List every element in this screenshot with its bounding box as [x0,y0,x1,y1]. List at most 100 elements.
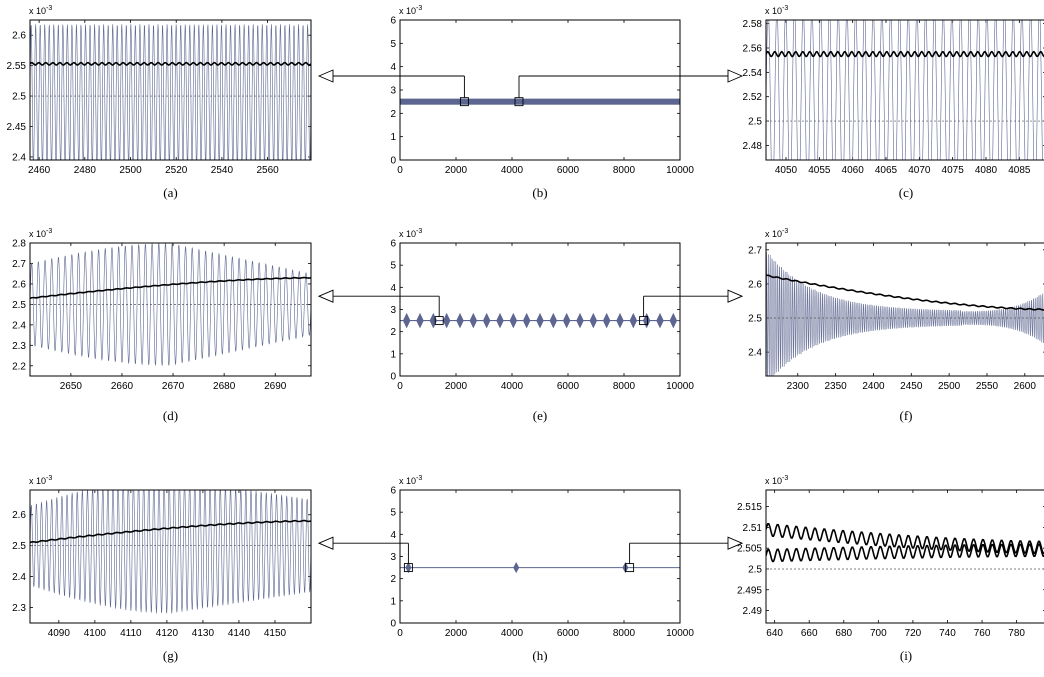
beat-marker [589,312,598,329]
beat-marker [576,312,584,329]
x-tick-label: 2550 [976,381,999,392]
y-exponent-label: x 10-3 [765,228,788,239]
x-tick-label: 6000 [557,381,580,392]
y-exponent-label: x 10-3 [29,228,52,239]
x-tick-label: 4110 [120,628,142,639]
chart-panel-c: x 10-3 4050 4055 4060 4065 4070 4075 4080 4085 2.… [743,5,1044,200]
beat-marker [549,312,558,329]
beat-marker [562,312,571,329]
beat-marker [429,312,438,329]
y-exponent-label: x 10-3 [29,475,52,486]
beat-marker [416,312,424,329]
x-tick-label: 2540 [211,165,234,176]
axes-frame [399,19,681,161]
x-tick-label: 680 [835,628,852,639]
zoom-connectors [317,69,744,107]
y-tick-label: 2.5 [12,92,26,103]
x-tick-label: 4080 [975,165,998,176]
y-exponent-label: x 10-3 [765,5,788,16]
arrow-head-right [727,289,744,303]
plot-area [766,522,1044,570]
y-tick-label: 2.2 [12,361,26,372]
beat-marker [402,312,411,329]
x-tick-label: 2600 [1014,381,1037,392]
y-tick-label: 5 [390,39,396,50]
mean-series [30,519,311,544]
y-tick-label: 2 [390,574,396,585]
y-tick-label: 3 [390,305,396,316]
y-tick-label: 2.4 [12,572,26,583]
arrow-head-right [727,69,744,83]
y-tick-label: 6 [390,16,396,27]
y-tick-label: 1 [390,132,396,143]
x-tick-label: 2680 [213,381,236,392]
x-tick-label: 4000 [501,381,524,392]
x-tick-label: 4120 [156,628,179,639]
y-tick-label: 2.4 [748,348,762,359]
x-tick-label: 4055 [808,165,831,176]
beat-marker [642,312,651,329]
y-tick-label: 2.49 [743,606,763,617]
zoom-connectors [317,289,744,326]
y-tick-label: 2.45 [7,122,27,133]
panel-caption: (h) [532,648,547,663]
y-tick-label: 2.6 [12,510,26,521]
y-tick-label: 2.495 [737,585,762,596]
beat-marker [496,312,504,329]
x-tick-label: 8000 [613,628,636,639]
y-tick-label: 2.48 [743,141,763,152]
arrow-head-left [317,536,334,550]
y-tick-label: 5 [390,508,396,519]
x-tick-label: 4100 [84,628,107,639]
beat-marker [442,312,451,329]
y-tick-label: 2.4 [12,320,26,331]
beat-marker [522,312,531,329]
arrow-head-right [727,536,744,550]
x-tick-label: 2500 [938,381,961,392]
y-tick-label: 2.6 [12,31,26,42]
y-tick-label: 2.5 [12,541,26,552]
x-tick-label: 2660 [111,381,134,392]
y-exponent-label: x 10-3 [29,5,52,16]
oscillation-series [766,20,1043,160]
y-tick-label: 2.3 [12,341,26,352]
y-tick-label: 3 [390,552,396,563]
x-tick-label: 4000 [501,628,524,639]
plot-area [30,243,311,366]
y-tick-label: 2.7 [12,259,26,270]
x-tick-label: 10000 [666,628,694,639]
x-tick-label: 0 [397,381,403,392]
axes-frame [765,19,1044,161]
y-tick-label: 4 [390,62,396,73]
y-tick-label: 2.52 [743,92,763,103]
mean-series [766,50,1044,58]
y-exponent-label: x 10-3 [399,228,422,239]
y-tick-label: 2 [390,327,396,338]
beat-marker [509,312,518,329]
x-tick-label: 2000 [445,628,468,639]
plot-area [766,252,1044,376]
panel-caption: (g) [163,648,178,663]
panel-caption: (f) [900,408,913,423]
x-tick-label: 780 [1008,628,1025,639]
chart-panel-f: x 10-3 2300 2350 2400 2450 2500 2550 2600 2.4 2.5… [748,228,1044,423]
panel-caption: (e) [533,408,547,423]
x-tick-label: 2000 [445,381,468,392]
y-tick-label: 2.515 [737,502,762,513]
axes-frame [29,489,312,624]
mean-series [30,61,311,66]
y-tick-label: 2.51 [743,523,763,534]
axes-frame [765,242,1044,377]
beat-marker [616,312,624,329]
panel-caption: (a) [163,185,177,200]
panel-caption: (d) [163,408,178,423]
beat-marker [405,562,412,574]
x-tick-label: 4060 [842,165,865,176]
mean-series [766,274,1044,311]
chart-panel-g: x 10-3 4090 4100 4110 4120 4130 4140 4150 2.3 2.4… [12,475,312,663]
beat-marker [656,312,664,329]
y-tick-label: 2.58 [743,19,763,30]
beat-marker [602,312,611,329]
x-tick-label: 8000 [613,165,636,176]
